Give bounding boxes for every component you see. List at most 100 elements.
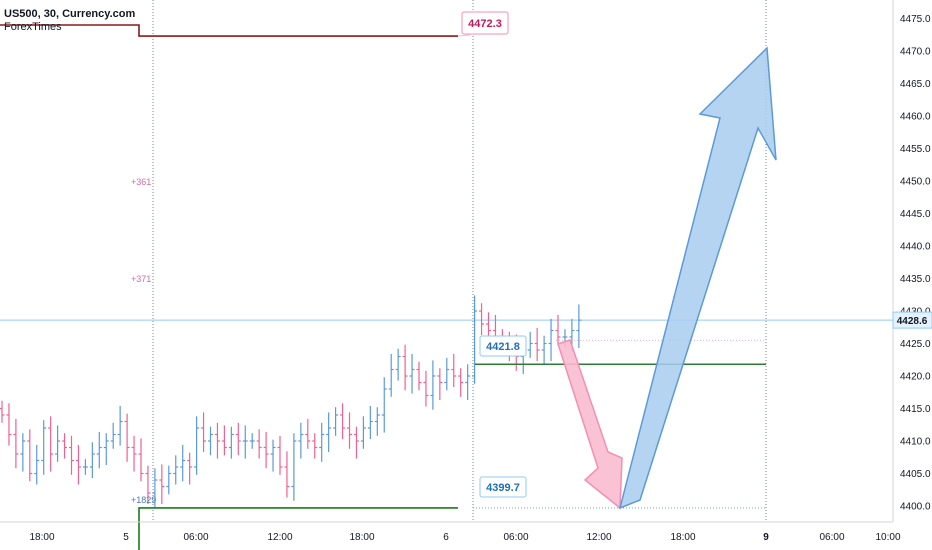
ohlc-bar	[333, 407, 339, 436]
current-price-label: 4428.6	[897, 316, 928, 327]
ohlc-bar	[96, 431, 102, 469]
support-low-line	[138, 507, 458, 550]
ohlc-bar	[48, 416, 54, 472]
ohlc-bar	[138, 438, 144, 482]
ohlc-bar	[34, 444, 40, 485]
price-tick-label: 4460.0	[900, 112, 931, 123]
ohlc-bar	[416, 361, 422, 391]
resistance-level-label: 4472.3	[468, 18, 502, 30]
ohlc-bar	[152, 468, 158, 508]
ohlc-bar	[381, 377, 387, 433]
ohlc-bar	[221, 425, 227, 456]
price-tick-label: 4420.0	[900, 372, 931, 383]
ohlc-bar	[312, 433, 318, 459]
ohlc-bar	[55, 425, 61, 462]
ohlc-bar	[173, 455, 179, 485]
ohlc-bar	[41, 420, 47, 475]
ohlc-bar	[124, 413, 130, 462]
ohlc-bar	[27, 429, 33, 482]
ohlc-bar	[458, 368, 464, 397]
ohlc-bar	[402, 344, 408, 391]
time-tick-label: 5	[123, 532, 129, 543]
ohlc-bar	[117, 405, 123, 446]
price-tick-label: 4470.0	[900, 47, 931, 58]
time-tick-label: 12:00	[267, 532, 292, 543]
ohlc-bar	[472, 295, 478, 384]
ohlc-bar	[13, 418, 19, 469]
ohlc-bar	[284, 451, 290, 498]
ohlc-bar	[249, 433, 255, 449]
support-low-callout	[479, 476, 527, 498]
time-axis[interactable]: 18:00 5 06:00 12:00 18:00 6 06:00 12:00 18:00 9 06…	[0, 521, 901, 543]
ohlc-bar	[430, 360, 436, 410]
ohlc-bars	[0, 295, 582, 508]
ohlc-bar	[347, 412, 352, 449]
price-tick-label: 4445.0	[900, 209, 931, 220]
ohlc-bar	[263, 431, 269, 469]
ohlc-bar	[228, 426, 234, 459]
ohlc-bar	[479, 303, 485, 336]
ohlc-bar	[541, 335, 547, 365]
ohlc-bar	[180, 444, 186, 482]
annotation-label: +371	[131, 274, 151, 284]
ohlc-bar	[208, 426, 213, 456]
price-tick-label: 4450.0	[900, 177, 931, 188]
ohlc-bar	[187, 452, 193, 485]
current-price-tag	[892, 311, 932, 329]
time-tick-label: 10:00	[875, 532, 900, 543]
resistance-line	[0, 24, 458, 37]
ohlc-bar	[194, 416, 200, 475]
chart-header: US500, 30, Currency.com ForexTimes	[4, 8, 135, 34]
resistance-callout-leader	[457, 34, 471, 37]
price-tick-label: 4425.0	[900, 339, 931, 350]
price-tick-label: 4465.0	[900, 79, 931, 90]
time-tick-label: 18:00	[29, 532, 54, 543]
ohlc-bar	[409, 353, 415, 394]
price-tick-label: 4415.0	[900, 404, 931, 415]
ohlc-bar	[527, 331, 533, 358]
ohlc-bar	[166, 465, 172, 495]
ohlc-bar	[534, 327, 540, 362]
time-tick-label: 18:00	[670, 532, 695, 543]
time-tick-label: 12:00	[586, 532, 611, 543]
resistance-callout	[461, 11, 509, 35]
ohlc-bar	[360, 416, 366, 449]
ohlc-bar	[131, 435, 137, 472]
ohlc-bar	[340, 403, 346, 440]
ohlc-bar	[235, 422, 241, 456]
ohlc-bar	[62, 433, 68, 459]
ohlc-bar	[69, 435, 74, 475]
support-mid-level-label: 4421.8	[486, 341, 520, 353]
price-tick-label: 4435.0	[900, 274, 931, 285]
annotation-label: +361	[131, 177, 151, 187]
ohlc-bar	[270, 439, 276, 472]
ohlc-bar	[444, 357, 450, 391]
ohlc-bar	[89, 442, 95, 479]
support-mid-callout	[479, 335, 527, 357]
ohlc-bar	[423, 370, 429, 407]
ohlc-bar	[291, 433, 297, 501]
bearish-arrow	[557, 339, 623, 510]
bullish-arrow	[618, 46, 777, 510]
ohlc-bar	[395, 348, 401, 381]
ohlc-bar	[451, 353, 457, 388]
ohlc-bar	[82, 459, 88, 475]
price-axis[interactable]: 4475.0 4470.0 4465.0 4460.0 4455.0 4450.0 4445…	[892, 0, 932, 522]
ohlc-bar	[353, 426, 359, 459]
ohlc-bar	[75, 444, 81, 485]
ohlc-bar	[214, 422, 220, 459]
time-tick-label: 06:00	[183, 532, 208, 543]
price-tick-label: 4475.0	[900, 14, 931, 25]
ohlc-bar	[548, 318, 554, 362]
ohlc-bar	[256, 429, 262, 459]
price-tick-label: 4400.0	[900, 502, 931, 513]
ohlc-bar	[326, 412, 332, 453]
ohlc-bar	[20, 433, 26, 472]
ohlc-bar	[6, 403, 12, 446]
broker-label: ForexTimes	[4, 21, 62, 33]
chart-drawings: 4472.3 4399.7 4421.8 +361 +371 +1829	[0, 11, 777, 550]
ohlc-bar	[110, 422, 116, 449]
ohlc-bar	[319, 422, 325, 462]
ohlc-bar	[242, 425, 248, 459]
